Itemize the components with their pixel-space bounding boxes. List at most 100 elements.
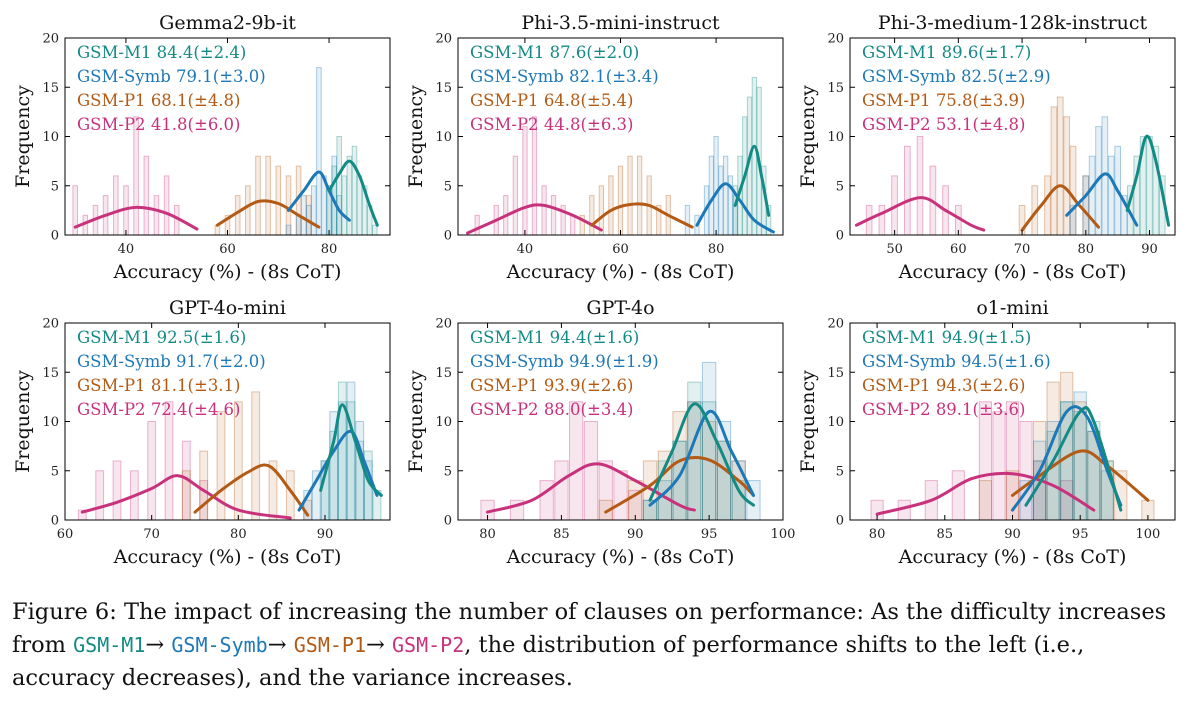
- figure-grid: 0 5 10 15 20 40 60 80 Gemma2-9b-it Accuracy (%) -…: [12, 12, 1176, 568]
- legend-entry-p2: GSM-P2 88.0(±3.4): [470, 400, 634, 419]
- bar-m1-4: [346, 155, 353, 235]
- legend-entry-symb: GSM-Symb 82.1(±3.4): [470, 67, 659, 86]
- caption-gsm-p2: GSM-P2: [392, 633, 465, 657]
- ytick-label: 20: [827, 317, 844, 332]
- kde-curve-symb: [1011, 405, 1123, 512]
- bar-p2-3: [512, 155, 519, 235]
- legend-name: GSM-M1: [77, 43, 157, 62]
- legend-score: 94.5(±1.6): [961, 352, 1051, 371]
- bar-m1-6: [356, 175, 363, 235]
- legend-score: 91.7(±2.0): [176, 352, 266, 371]
- kde-group: [73, 159, 379, 231]
- kde-curve-symb: [297, 429, 379, 512]
- kde-curve-symb: [1065, 172, 1139, 227]
- bar-p1-0: [181, 470, 191, 520]
- kde-curve-m1: [1125, 134, 1171, 227]
- ytick-label: 15: [42, 366, 59, 381]
- ytick-label: 10: [827, 415, 844, 430]
- bar-p2-4: [916, 136, 924, 235]
- legend-score: 44.8(±6.3): [544, 115, 634, 134]
- xtick-label: 90: [1141, 242, 1158, 257]
- kde-curve-p2: [854, 196, 986, 232]
- ytick-label: 20: [42, 32, 59, 47]
- legend-entry-symb: GSM-Symb 94.9(±1.9): [470, 352, 659, 371]
- xtick-label: 100: [1136, 527, 1161, 542]
- bar-symb-6: [723, 155, 729, 235]
- bar-p1-6: [1069, 145, 1077, 235]
- legend-entry-symb: GSM-Symb 91.7(±2.0): [77, 352, 266, 371]
- legend-entry-p1: GSM-P1 93.9(±2.6): [470, 376, 634, 395]
- bar-p1-3: [233, 401, 243, 520]
- caption-tail: , the distribution of performance shifts…: [12, 632, 1085, 691]
- legend-name: GSM-P2: [77, 115, 151, 134]
- bar-m1-4: [1152, 145, 1160, 235]
- bar-p1-3: [1050, 106, 1058, 235]
- xtick-label: 60: [950, 242, 967, 257]
- legend-score: 72.4(±4.6): [151, 400, 241, 419]
- legend-score: 88.0(±3.4): [544, 400, 634, 419]
- legend-entry-p1: GSM-P1 64.8(±5.4): [470, 91, 634, 110]
- legend-entry-p1: GSM-P1 68.1(±4.8): [77, 91, 241, 110]
- ytick-label: 15: [827, 81, 844, 96]
- kde-curve-p1: [215, 199, 321, 229]
- ytick-label: 10: [42, 130, 59, 145]
- legend-score: 87.6(±2.0): [550, 43, 640, 62]
- kde-curve-m1: [319, 403, 383, 497]
- bar-p1-2: [216, 411, 226, 520]
- kde-curve-symb: [286, 170, 351, 222]
- bar-p1-4: [1056, 96, 1064, 235]
- legend-entry-m1: GSM-M1 84.4(±2.4): [77, 43, 246, 62]
- y-axis-label: Frequency: [405, 370, 427, 473]
- ytick-label: 0: [444, 229, 452, 244]
- bar-p2-7: [143, 155, 150, 235]
- bar-p1-7: [716, 440, 732, 520]
- legend-name: GSM-M1: [470, 43, 550, 62]
- caption-gsm-p1: GSM-P1: [293, 633, 366, 657]
- bar-symb-1: [295, 214, 302, 235]
- legend-score: 94.4(±1.6): [550, 328, 640, 347]
- legend: GSM-M1 84.4(±2.4)GSM-Symb 79.1(±3.0)GSM-…: [77, 43, 266, 134]
- legend-score: 79.1(±3.0): [176, 67, 266, 86]
- xtick-label: 95: [1072, 527, 1089, 542]
- kde-curve-p2: [73, 205, 199, 231]
- bar-m1-3: [1146, 136, 1153, 235]
- legend-score: 53.1(±4.8): [936, 115, 1026, 134]
- legend-score: 94.3(±2.6): [936, 376, 1026, 395]
- legend-score: 94.9(±1.9): [569, 352, 659, 371]
- xtick-label: 80: [1078, 242, 1095, 257]
- bar-symb-4: [713, 136, 719, 235]
- ytick-label: 5: [836, 464, 844, 479]
- bar-symb-5: [1107, 155, 1115, 235]
- legend-name: GSM-P1: [470, 91, 544, 110]
- figure-caption: Figure 6: The impact of increasing the n…: [12, 596, 1187, 695]
- kde-curve-m1: [648, 402, 755, 507]
- xtick-label: 60: [57, 527, 74, 542]
- chart-panel-0: 0 5 10 15 20 40 60 80 Gemma2-9b-it Accuracy (%) -…: [12, 12, 391, 283]
- ytick-label: 15: [435, 81, 452, 96]
- bar-symb-7: [326, 185, 332, 235]
- ytick-label: 10: [42, 415, 59, 430]
- bar-p2-0: [77, 509, 87, 520]
- bar-p2-9: [163, 175, 170, 235]
- legend-score: 82.5(±2.9): [961, 67, 1051, 86]
- xtick-label: 80: [708, 242, 725, 257]
- legend: GSM-M1 89.6(±1.7)GSM-Symb 82.5(±2.9)GSM-…: [862, 43, 1051, 134]
- bar-symb-1: [1082, 175, 1090, 235]
- bar-symb-4: [1073, 391, 1087, 520]
- xtick-label: 95: [701, 527, 718, 542]
- legend-score: 82.1(±3.4): [569, 67, 659, 86]
- bar-p2-0: [474, 214, 480, 235]
- bar-p1-6: [637, 155, 643, 235]
- kde-group: [80, 403, 383, 520]
- legend-name: GSM-M1: [77, 328, 157, 347]
- legend-entry-p2: GSM-P2 89.1(±3.6): [862, 400, 1026, 419]
- bar-symb-0: [285, 224, 292, 235]
- legend-name: GSM-M1: [862, 43, 942, 62]
- legend-entry-p2: GSM-P2 53.1(±4.8): [862, 115, 1026, 134]
- bar-symb-2: [1088, 155, 1096, 235]
- bar-p1-4: [255, 155, 261, 235]
- kde-curve-p1: [1011, 449, 1150, 502]
- ytick-label: 20: [435, 317, 452, 332]
- bar-p2-3: [554, 460, 569, 520]
- legend-name: GSM-P2: [77, 400, 151, 419]
